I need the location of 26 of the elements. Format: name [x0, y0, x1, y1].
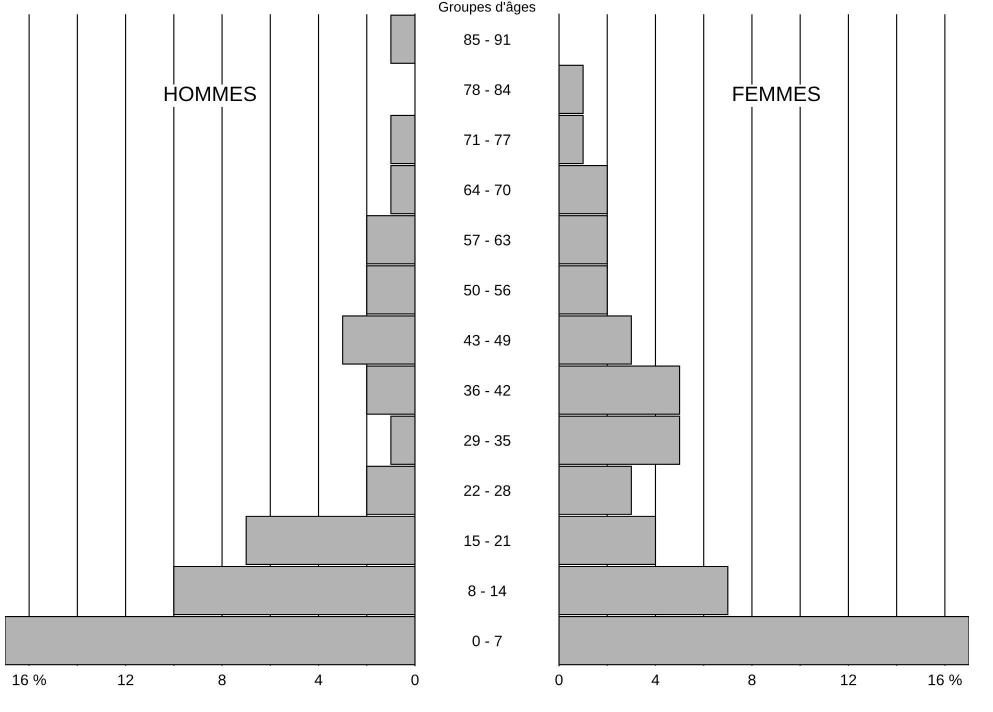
annotation: FEMMES: [733, 86, 820, 102]
y-tick-label: 71 - 77: [464, 134, 510, 146]
x-tick-label: 0: [411, 674, 419, 686]
x-tick-label: 8: [218, 674, 226, 686]
y-tick-label: 8 - 14: [468, 585, 506, 596]
x-tick-label: 12: [118, 674, 134, 686]
text: Groupes d'âges: [438, 2, 536, 14]
x-tick-label: 4: [314, 674, 322, 686]
x-tick-label: 8: [748, 674, 756, 686]
y-tick-label: 0 - 7: [472, 636, 502, 646]
y-tick-label: 85 - 91: [464, 34, 510, 45]
y-tick-label: 36 - 42: [464, 384, 510, 396]
y-tick-label: 57 - 63: [464, 234, 510, 246]
y-tick-label: 22 - 28: [464, 485, 510, 496]
x-tick-label: 12: [841, 674, 856, 686]
x-tick-label: 4: [652, 674, 660, 686]
y-tick-label: 15 - 21: [464, 535, 510, 546]
y-tick-label: 64 - 70: [464, 184, 510, 196]
y-tick-label: 29 - 35: [464, 435, 510, 446]
y-tick-label: 50 - 56: [464, 284, 510, 296]
y-tick-label: 78 - 84: [464, 84, 511, 96]
x-tick-label: 16 %: [12, 674, 46, 686]
x-tick-label: 16 %: [928, 674, 962, 686]
annotation: HOMMES: [164, 86, 256, 102]
x-tick-label: 0: [555, 674, 563, 686]
y-tick-label: 43 - 49: [464, 334, 510, 346]
